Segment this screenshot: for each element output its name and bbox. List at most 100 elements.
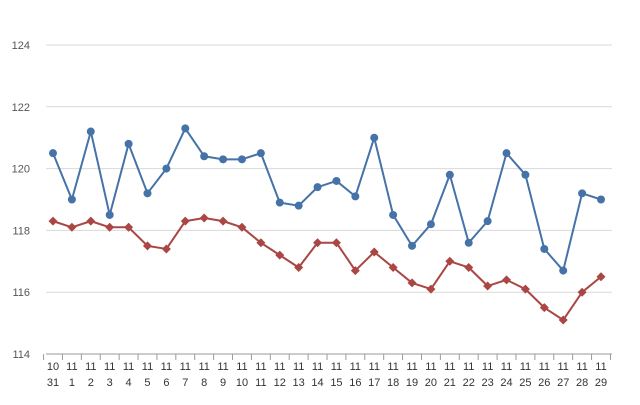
- x-tick-label-day: 15: [330, 377, 342, 389]
- grid-layer: [46, 44, 612, 355]
- x-tick-label-day: 10: [236, 377, 248, 389]
- x-tick-label-day: 12: [274, 377, 286, 389]
- x-tick-label-day: 24: [500, 377, 512, 389]
- x-tick-label-month: 11: [425, 361, 436, 373]
- series-blue-point: [578, 189, 587, 198]
- x-tick-label-month: 11: [557, 361, 568, 373]
- x-tick-label-month: 11: [463, 361, 474, 373]
- series-red-point: [48, 216, 58, 226]
- y-tick-label: 114: [12, 349, 30, 361]
- y-tick-label: 118: [12, 225, 30, 237]
- series-blue-point: [105, 210, 114, 219]
- x-axis: 1031111112113114115116117118119111011111…: [43, 353, 612, 389]
- x-tick-label-month: 11: [576, 361, 587, 373]
- x-tick-label-month: 11: [198, 361, 209, 373]
- series-red-point: [331, 238, 341, 248]
- x-tick-label-day: 13: [293, 377, 305, 389]
- x-tick-label-day: 26: [538, 377, 550, 389]
- x-tick-label-month: 11: [406, 361, 417, 373]
- x-tick-label-month: 11: [482, 361, 493, 373]
- x-tick-label-day: 9: [220, 377, 226, 389]
- series-red-point: [256, 238, 266, 248]
- series-blue-point: [86, 127, 95, 136]
- x-tick-label-month: 11: [236, 361, 247, 373]
- x-tick-label-day: 23: [481, 377, 493, 389]
- series-red-point: [275, 250, 285, 260]
- series-red-point: [124, 222, 134, 232]
- x-tick-label-month: 11: [312, 361, 323, 373]
- series-red-point: [218, 216, 228, 226]
- x-tick-label-day: 20: [425, 377, 437, 389]
- x-tick-label-month: 11: [595, 361, 606, 373]
- x-tick-label-day: 4: [126, 377, 132, 389]
- series-blue-point: [219, 155, 228, 164]
- x-tick-label-day: 28: [576, 377, 588, 389]
- series-blue-point: [162, 164, 171, 173]
- series-red-point: [445, 256, 455, 266]
- series-blue-point: [370, 133, 379, 142]
- series-blue-point: [445, 170, 454, 179]
- x-tick-label-month: 11: [350, 361, 361, 373]
- series-red-line: [52, 217, 602, 322]
- series-red-point: [294, 262, 304, 272]
- x-tick-label-month: 11: [104, 361, 115, 373]
- x-tick-label-day: 21: [444, 377, 456, 389]
- y-tick-label: 124: [12, 40, 30, 52]
- x-tick-label-day: 22: [463, 377, 475, 389]
- series-red-point: [596, 272, 606, 282]
- series-red-point: [407, 278, 417, 288]
- series-red-point: [142, 241, 152, 251]
- series-red-point: [237, 222, 247, 232]
- series-blue-point: [275, 198, 284, 207]
- x-tick-label-month: 11: [85, 361, 96, 373]
- x-tick-label-month: 11: [180, 361, 191, 373]
- series-blue-point: [351, 192, 360, 201]
- series-red-point: [520, 284, 530, 294]
- x-tick-label-month: 11: [293, 361, 304, 373]
- series-blue-point: [521, 170, 530, 179]
- x-tick-label-month: 11: [501, 361, 512, 373]
- series-blue-point: [559, 266, 568, 275]
- x-tick-label-month: 10: [47, 361, 59, 373]
- series-red-point: [558, 315, 568, 325]
- series-red-point: [86, 216, 96, 226]
- series-red-point: [199, 213, 209, 223]
- series-red-point: [313, 238, 323, 248]
- y-tick-label: 120: [12, 164, 30, 176]
- x-tick-label-day: 14: [311, 377, 323, 389]
- x-tick-label-day: 25: [519, 377, 531, 389]
- series-blue-line: [52, 127, 602, 272]
- series-red-point: [483, 281, 493, 291]
- x-tick-label-month: 11: [274, 361, 285, 373]
- series-red-point: [388, 262, 398, 272]
- series-red-point: [577, 287, 587, 297]
- series-blue-point: [256, 149, 265, 158]
- x-tick-label-month: 11: [387, 361, 398, 373]
- x-tick-label-month: 11: [217, 361, 228, 373]
- x-tick-label-day: 27: [557, 377, 569, 389]
- series-blue-point: [426, 220, 435, 229]
- series-blue-point: [389, 210, 398, 219]
- series-blue-point: [294, 201, 303, 210]
- series-blue-point: [502, 149, 511, 158]
- x-tick-label-month: 11: [520, 361, 531, 373]
- x-tick-label-day: 7: [182, 377, 188, 389]
- x-tick-label-month: 11: [161, 361, 172, 373]
- x-tick-label-day: 18: [387, 377, 399, 389]
- series-red-point: [350, 266, 360, 276]
- series-red-point: [539, 303, 549, 313]
- series-red-point: [180, 216, 190, 226]
- x-tick-label-day: 8: [201, 377, 207, 389]
- x-tick-label-day: 1: [69, 377, 75, 389]
- x-tick-label-day: 6: [163, 377, 169, 389]
- series-blue-point: [313, 183, 322, 192]
- series-red-point: [161, 244, 171, 254]
- x-tick-label-month: 11: [539, 361, 550, 373]
- series-blue-point: [67, 195, 76, 204]
- y-axis: 114 116 118 120 122 124: [12, 40, 30, 361]
- series-blue-point: [464, 238, 473, 247]
- series-blue-point: [332, 176, 341, 185]
- series-blue-point: [143, 189, 152, 198]
